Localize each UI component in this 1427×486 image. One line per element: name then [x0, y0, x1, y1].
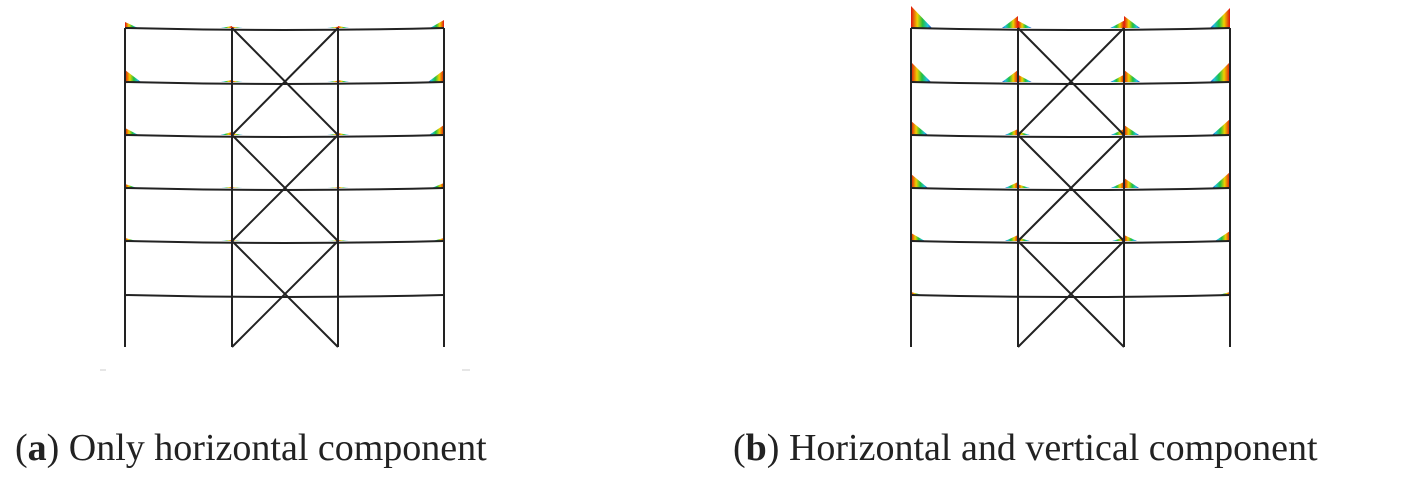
beam — [910, 187, 1231, 191]
moment-diagram — [1005, 182, 1018, 188]
beam — [910, 240, 1231, 244]
beam — [124, 240, 445, 244]
moment-diagram — [1124, 178, 1139, 188]
caption-text: ) Horizontal and vertical component — [766, 427, 1318, 469]
moment-diagram — [428, 70, 444, 82]
moment-diagram — [232, 133, 243, 135]
moment-diagram — [1212, 119, 1230, 135]
moment-diagram — [1005, 129, 1018, 135]
moment-diagram — [1018, 184, 1030, 188]
moment-diagram — [1210, 62, 1230, 82]
moment-diagram — [327, 187, 338, 188]
brace — [231, 27, 339, 136]
beam — [910, 294, 1231, 298]
caption-open: ( — [733, 427, 746, 469]
moment-diagram — [1002, 16, 1018, 28]
brace — [231, 240, 339, 348]
moment-diagram — [1018, 20, 1032, 28]
moment-diagram — [1018, 131, 1030, 135]
moment-diagram — [1002, 70, 1018, 82]
moment-diagram — [327, 26, 338, 28]
moment-diagram — [338, 240, 349, 241]
moment-diagram — [1124, 70, 1140, 82]
moment-diagram — [338, 80, 349, 82]
moment-diagram — [125, 128, 139, 135]
moment-diagram — [431, 183, 444, 188]
moment-diagram — [1110, 20, 1124, 28]
brace — [1017, 240, 1125, 348]
moment-diagram — [232, 80, 243, 82]
figure — [100, 6, 1231, 371]
moment-diagram — [327, 80, 338, 82]
brace — [1017, 134, 1125, 242]
beam — [124, 27, 445, 31]
beam — [124, 81, 445, 85]
moment-diagram — [338, 26, 349, 28]
moment-diagram — [220, 132, 232, 135]
caption-a: (a) Only horizontal component — [15, 426, 487, 470]
moment-diagram — [221, 80, 232, 82]
brace — [1017, 27, 1125, 136]
caption-b: (b) Horizontal and vertical component — [733, 426, 1318, 470]
moment-diagram — [429, 125, 444, 135]
beam — [910, 27, 1231, 31]
moment-diagram — [1124, 125, 1139, 135]
moment-diagram — [911, 6, 932, 28]
moment-diagram — [1124, 235, 1137, 241]
beam — [124, 134, 445, 138]
moment-diagram — [232, 26, 243, 28]
moment-diagram — [125, 184, 137, 188]
moment-diagram — [221, 26, 232, 28]
moment-diagram — [338, 187, 349, 188]
moment-diagram — [1005, 235, 1018, 241]
moment-diagram — [1215, 231, 1230, 241]
beam — [124, 187, 445, 191]
moment-diagram — [1124, 16, 1140, 28]
moment-diagram — [1111, 182, 1124, 188]
moment-diagram — [1210, 8, 1230, 28]
moment-diagram — [221, 187, 232, 188]
brace — [231, 134, 339, 242]
caption-text: ) Only horizontal component — [46, 427, 487, 469]
beam — [910, 81, 1231, 85]
moment-diagram — [125, 70, 141, 82]
moment-diagram — [1018, 74, 1032, 82]
moment-diagram — [232, 240, 243, 241]
moment-diagram — [327, 133, 338, 135]
moment-diagram — [911, 121, 928, 135]
beam — [124, 294, 445, 298]
moment-diagram — [232, 187, 243, 188]
moment-diagram — [1212, 172, 1230, 188]
moment-diagram — [338, 133, 349, 135]
moment-diagram — [911, 174, 928, 188]
beam — [910, 134, 1231, 138]
moment-diagram — [1110, 74, 1124, 82]
moment-diagram — [430, 20, 444, 28]
caption-letter: a — [27, 427, 47, 469]
moment-diagram — [221, 240, 232, 241]
moment-diagram — [327, 240, 338, 241]
moment-diagram — [125, 22, 138, 28]
moment-diagram — [911, 62, 931, 82]
caption-open: ( — [15, 427, 28, 469]
moment-diagram — [911, 233, 925, 241]
moment-diagram — [1018, 237, 1030, 241]
caption-letter: b — [745, 427, 767, 469]
